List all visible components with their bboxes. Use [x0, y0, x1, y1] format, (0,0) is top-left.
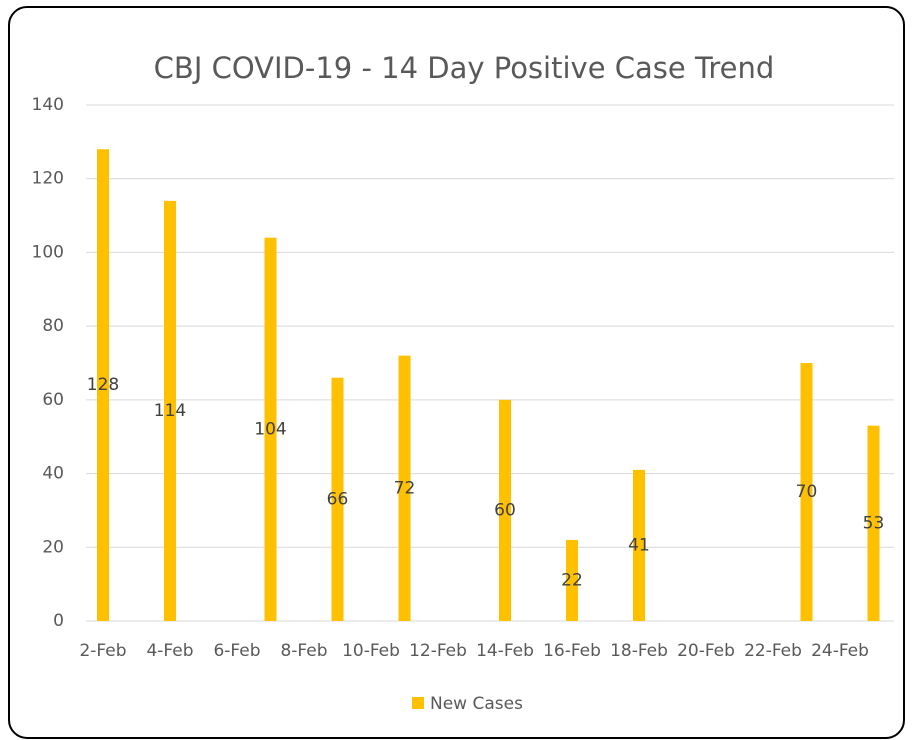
data-label: 60 [494, 500, 516, 520]
data-label: 53 [863, 513, 885, 533]
data-label: 70 [796, 482, 818, 502]
y-tick-label: 0 [53, 611, 64, 631]
x-tick-label: 18-Feb [610, 641, 668, 661]
legend-label: New Cases [430, 694, 523, 714]
y-tick-label: 60 [42, 390, 64, 410]
x-tick-label: 12-Feb [409, 641, 467, 661]
data-label: 41 [628, 535, 650, 555]
x-tick-label: 6-Feb [213, 641, 260, 661]
x-tick-label: 2-Feb [79, 641, 126, 661]
bar [398, 355, 411, 621]
data-label: 72 [394, 478, 416, 498]
data-label: 22 [561, 570, 583, 590]
data-label: 66 [327, 489, 349, 509]
bar [633, 469, 645, 621]
data-label: 114 [154, 401, 186, 421]
y-tick-label: 140 [32, 95, 64, 115]
bar [800, 363, 813, 621]
bar [331, 377, 344, 621]
x-tick-label: 16-Feb [543, 641, 601, 661]
data-label: 104 [254, 419, 286, 439]
data-label: 128 [87, 375, 119, 395]
chart-title: CBJ COVID-19 - 14 Day Positive Case Tren… [154, 51, 775, 85]
x-tick-label: 8-Feb [280, 641, 327, 661]
y-tick-label: 100 [32, 242, 64, 262]
bar [566, 539, 578, 621]
x-tick-label: 22-Feb [744, 641, 802, 661]
bar [164, 200, 176, 622]
bar [264, 237, 277, 621]
y-tick-label: 80 [42, 316, 64, 336]
bar [867, 425, 880, 621]
x-tick-label: 10-Feb [342, 641, 400, 661]
y-tick-label: 40 [42, 464, 64, 484]
x-tick-label: 4-Feb [146, 641, 193, 661]
y-tick-label: 20 [42, 537, 64, 557]
bar [97, 149, 109, 621]
y-tick-label: 120 [32, 169, 64, 189]
x-tick-label: 20-Feb [677, 641, 735, 661]
x-tick-label: 24-Feb [811, 641, 869, 661]
x-tick-label: 14-Feb [476, 641, 534, 661]
chart-border [8, 6, 905, 739]
legend-swatch [412, 697, 424, 709]
bar [499, 399, 511, 621]
